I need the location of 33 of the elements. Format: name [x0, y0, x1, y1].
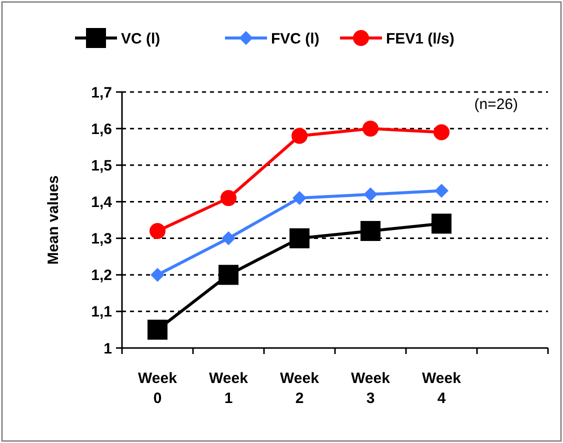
point — [218, 264, 238, 285]
point — [150, 222, 166, 239]
point — [360, 220, 380, 241]
y-tick-label: 1,2 — [91, 267, 112, 284]
point — [150, 268, 164, 282]
y-axis-title: Mean values — [45, 175, 62, 265]
y-tick-label: 1,4 — [91, 194, 113, 211]
legend-label: FEV1 (l/s) — [386, 30, 454, 48]
y-tick-label: 1 — [104, 340, 112, 358]
legend-label: VC (l) — [121, 30, 160, 48]
annotation: (n=26) — [474, 96, 518, 113]
point — [432, 214, 452, 234]
y-tick-label: 1,5 — [91, 157, 112, 174]
point — [222, 231, 236, 246]
point — [362, 120, 378, 137]
point — [434, 124, 450, 140]
point — [434, 184, 448, 198]
x-tick-label: Week 4 — [422, 370, 462, 407]
y-tick-label: 1,7 — [91, 84, 112, 102]
point — [148, 320, 168, 340]
point — [220, 190, 236, 206]
point — [290, 228, 310, 248]
point — [364, 187, 378, 202]
x-tick-label: Week 1 — [209, 370, 249, 407]
y-tick-label: 1,1 — [91, 304, 112, 321]
point — [292, 128, 308, 144]
point — [292, 191, 306, 206]
x-tick-label: Week 3 — [351, 370, 391, 407]
x-tick-label: Week 0 — [138, 370, 178, 407]
y-tick-label: 1,6 — [91, 120, 112, 138]
legend-label: FVC (l) — [271, 30, 320, 48]
x-tick-label: Week 2 — [280, 370, 320, 407]
y-tick-label: 1,3 — [91, 230, 112, 248]
